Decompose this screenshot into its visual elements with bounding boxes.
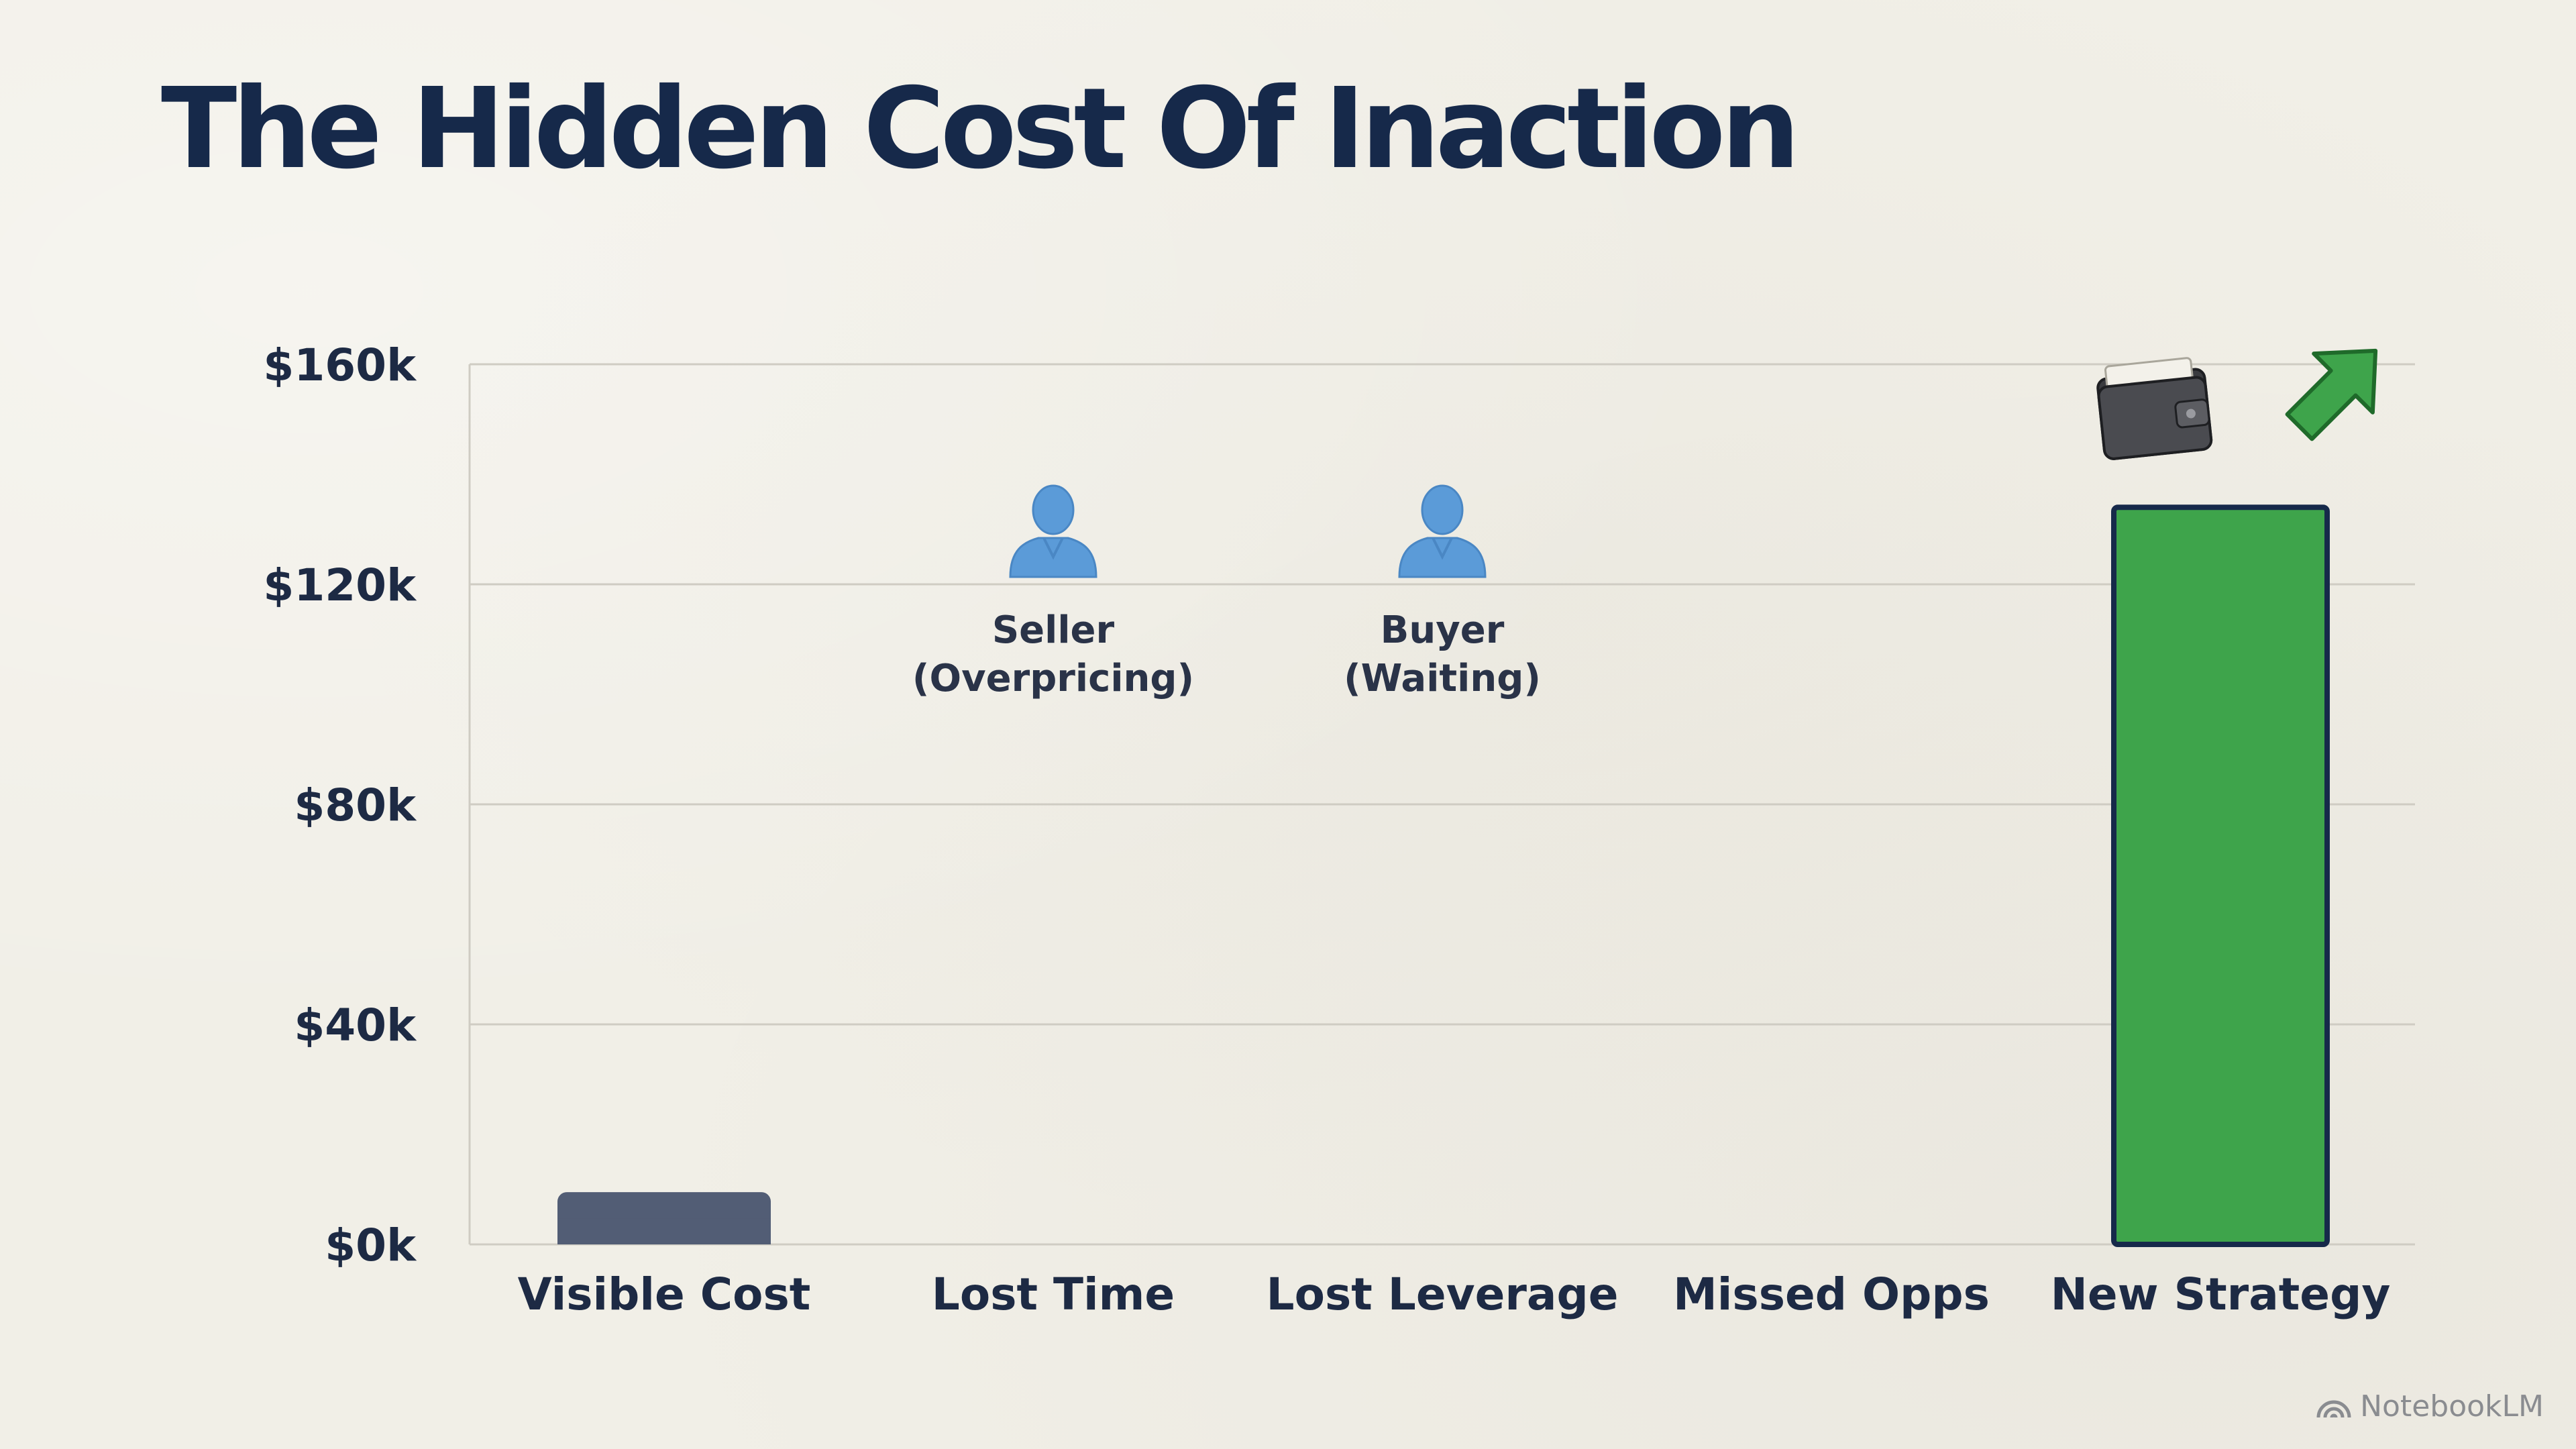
annotation-label: Seller — [992, 608, 1115, 652]
y-tick-label: $40k — [294, 1000, 417, 1051]
up-arrow-icon — [2285, 348, 2378, 441]
x-tick-label: Visible Cost — [518, 1269, 811, 1320]
y-axis-ticks: $0k $40k $80k $120k $160k — [263, 339, 417, 1271]
wallet-icon — [2096, 357, 2213, 460]
x-tick-label: Lost Leverage — [1267, 1269, 1619, 1320]
bar-new-strategy — [2111, 504, 2330, 1248]
x-axis-ticks: Visible Cost Lost Time Lost Leverage Missed… — [518, 1269, 2391, 1320]
y-tick-label: $80k — [294, 780, 417, 831]
bar-visible-cost-base — [557, 1218, 771, 1244]
x-tick-label: New Strategy — [2051, 1269, 2391, 1320]
person-icon — [1009, 484, 1097, 578]
y-tick-label: $0k — [325, 1220, 417, 1271]
notebooklm-logo-icon — [2316, 1400, 2351, 1418]
brand-name: NotebookLM — [2360, 1389, 2544, 1424]
x-tick-label: Missed Opps — [1673, 1269, 1990, 1320]
bars — [557, 504, 2330, 1248]
gridlines — [468, 363, 2415, 1246]
y-tick-label: $120k — [263, 559, 417, 611]
annotation-label: (Overpricing) — [912, 657, 1194, 700]
page-title: The Hidden Cost Of Inaction — [161, 64, 1801, 194]
y-tick-label: $160k — [263, 339, 417, 391]
brand-watermark: NotebookLM — [2316, 1389, 2544, 1424]
annotation-label: (Waiting) — [1344, 657, 1541, 700]
annotations: Seller (Overpricing) Buyer (Waiting) — [912, 348, 2378, 700]
x-tick-label: Lost Time — [932, 1269, 1175, 1320]
annotation-label: Buyer — [1381, 608, 1505, 652]
person-icon — [1398, 484, 1487, 578]
